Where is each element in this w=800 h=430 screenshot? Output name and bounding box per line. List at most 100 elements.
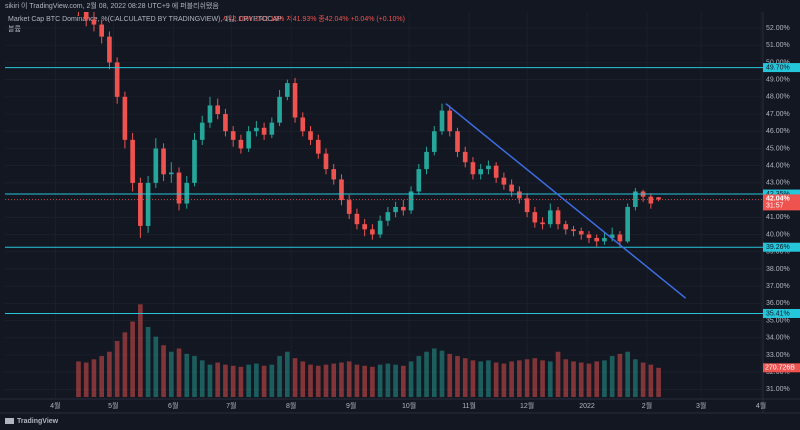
level-label: 35.41% [766, 310, 790, 317]
x-tick-label: 7월 [226, 401, 236, 410]
candle-body [609, 234, 615, 238]
countdown: 31:57 [766, 203, 784, 210]
candle-body [192, 139, 197, 183]
volume-bar [625, 351, 630, 397]
volume-bar [223, 364, 228, 397]
candle-body [161, 148, 166, 175]
candle-body [532, 212, 538, 223]
volume-bar [462, 358, 468, 397]
candle-body [486, 165, 491, 170]
x-tick-label: 8월 [286, 401, 296, 410]
volume-bar [261, 365, 267, 397]
volume-bar [385, 363, 391, 397]
volume-bar [524, 359, 530, 397]
volume-bar [493, 362, 499, 397]
volume-bar [640, 362, 646, 397]
x-tick-label: 12월 [520, 401, 534, 410]
candle-body [99, 24, 105, 37]
candle-body [455, 131, 460, 152]
volume-bar [408, 361, 414, 397]
y-tick-label: 38.00% [766, 266, 790, 273]
volume-bar [486, 360, 491, 397]
candle-body [230, 131, 236, 140]
y-tick-label: 48.00% [766, 94, 790, 101]
x-tick-label: 2022 [579, 403, 595, 410]
candle-body [401, 206, 406, 211]
volume-bar [617, 353, 623, 397]
candle-body [648, 196, 654, 204]
volume-bar [439, 350, 445, 397]
volume-bar [99, 356, 105, 397]
volume-bar [586, 363, 592, 397]
candle-body [377, 220, 383, 235]
x-tick-label: 4월 [50, 401, 60, 410]
volume-bar [470, 360, 476, 397]
volume-bar [269, 364, 275, 397]
volume-bar [292, 358, 298, 397]
candle-body [509, 184, 514, 192]
candle-body [176, 172, 182, 204]
candle-body [370, 229, 375, 235]
y-tick-label: 34.00% [766, 335, 790, 342]
candle-body [547, 210, 553, 225]
level-tag [763, 308, 800, 318]
price-tag [763, 194, 800, 211]
volume-bar [284, 351, 290, 397]
y-tick-label: 46.00% [766, 128, 790, 135]
candle-body [238, 139, 244, 149]
volume-bar [230, 365, 236, 397]
candle-body [292, 83, 298, 118]
candle-body [83, 12, 89, 20]
volume-bar [555, 351, 561, 397]
candle-body [331, 169, 337, 180]
volume-bar [648, 364, 654, 397]
candle-body [254, 127, 259, 132]
volume-bar [609, 356, 615, 397]
volume-bar [215, 362, 221, 397]
y-tick-label: 32.00% [766, 369, 790, 376]
y-tick-label: 45.00% [766, 145, 790, 152]
volume-bar [509, 361, 514, 397]
candle-body [470, 162, 476, 175]
y-tick-label: 47.00% [766, 111, 790, 118]
candle-body [91, 19, 97, 25]
volume-bar [153, 336, 159, 397]
price-label: 42.04% [766, 196, 791, 203]
x-tick-label: 5월 [108, 401, 118, 410]
brand-logo [5, 418, 14, 424]
volume-bar [401, 365, 406, 397]
y-tick-label: 41.00% [766, 214, 790, 221]
candle-body [586, 234, 592, 238]
y-tick-label: 51.00% [766, 42, 790, 49]
y-tick-label: 49.00% [766, 76, 790, 83]
candle-body [439, 110, 445, 132]
candle-body [153, 148, 159, 183]
candle-body [416, 169, 422, 192]
volume-bar [547, 361, 553, 397]
candle-body [145, 182, 151, 226]
volume-bar [393, 364, 398, 397]
volume-bar [315, 365, 321, 397]
volume-bar [76, 361, 81, 397]
y-tick-label: 37.00% [766, 283, 790, 290]
y-tick-label: 50.00% [766, 59, 790, 66]
level-tag [763, 242, 800, 252]
volume-bar [377, 364, 383, 397]
chart-title: Market Cap BTC Dominance, %(CALCULATED B… [8, 14, 282, 23]
volume-bar [114, 340, 120, 397]
level-label: 39.26% [766, 244, 790, 251]
volume-bar [192, 356, 197, 397]
volume-bar [540, 360, 545, 397]
candle-body [656, 197, 661, 200]
volume-bar [416, 356, 422, 397]
volume-bar [138, 304, 143, 397]
x-tick-label: 9월 [346, 401, 356, 410]
candle-body [524, 198, 530, 213]
volume-bar [168, 351, 174, 397]
volume-bar [331, 363, 337, 397]
publisher: sikiri 이 TradingView.com, 2월 08, 2022 08… [5, 1, 219, 10]
volume-bar [91, 359, 97, 397]
volume-bar [447, 353, 453, 397]
x-tick-label: 10월 [402, 401, 416, 410]
